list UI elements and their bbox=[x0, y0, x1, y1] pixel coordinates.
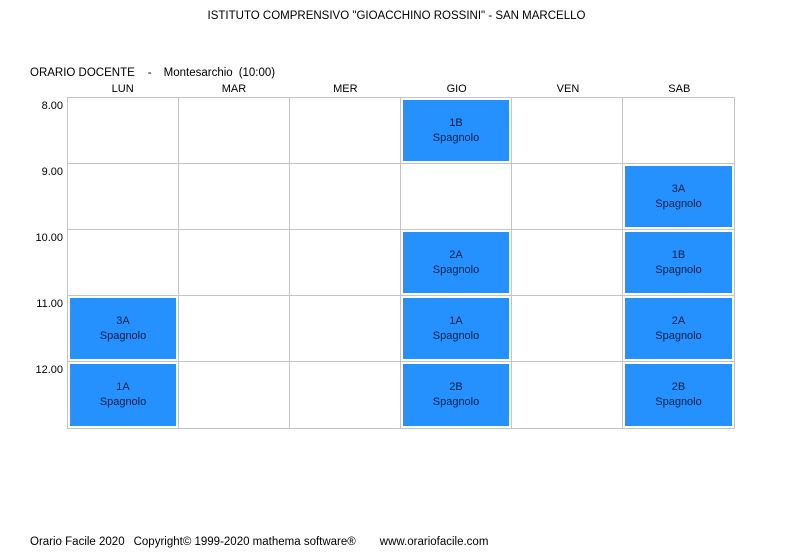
footer: Orario Facile 2020 Copyright© 1999-2020 m… bbox=[30, 536, 488, 549]
lesson-block-2a-sab[interactable]: 2A Spagnolo bbox=[625, 298, 732, 359]
lesson-class: 1B bbox=[671, 248, 686, 261]
time-label-1000: 10.00 bbox=[35, 232, 63, 244]
schedule-type-label: ORARIO DOCENTE bbox=[30, 67, 135, 79]
timetable-cell-sab-1000[interactable]: 1B Spagnolo bbox=[623, 230, 734, 296]
footer-copyright: Copyright© 1999-2020 mathema software® bbox=[133, 536, 356, 548]
timetable-cell-ven-1200[interactable] bbox=[512, 362, 623, 428]
lesson-subject: Spagnolo bbox=[432, 263, 480, 276]
lesson-block-2b-sab[interactable]: 2B Spagnolo bbox=[625, 364, 732, 426]
lesson-subject: Spagnolo bbox=[655, 197, 702, 210]
timetable-cell-ven-900[interactable] bbox=[512, 164, 623, 230]
lesson-class: 2B bbox=[449, 381, 463, 393]
timetable-cell-sab-800[interactable] bbox=[623, 98, 734, 164]
teacher-hours: (10:00) bbox=[238, 67, 276, 79]
timetable-grid: 1B Spagnolo 3A Spagnolo 2A Spagnolo 1B Spagnolo… bbox=[67, 97, 735, 429]
lesson-class: 1B bbox=[449, 116, 463, 129]
lesson-block-3a-lun[interactable]: 3A Spagnolo bbox=[70, 298, 176, 359]
timetable-cell-lun-800[interactable] bbox=[68, 98, 179, 164]
day-header-sab: SAB bbox=[668, 83, 691, 95]
lesson-subject: Spagnolo bbox=[655, 396, 702, 408]
timetable-cell-ven-800[interactable] bbox=[512, 98, 623, 164]
lesson-class: 1A bbox=[449, 314, 463, 327]
lesson-block-1a-lun[interactable]: 1A Spagnolo bbox=[70, 364, 176, 426]
timetable-cell-gio-800[interactable]: 1B Spagnolo bbox=[401, 98, 512, 164]
lesson-class: 2A bbox=[449, 248, 463, 261]
lesson-class: 3A bbox=[671, 182, 686, 195]
lesson-class: 2B bbox=[671, 381, 686, 393]
subtitle-separator: - bbox=[147, 67, 152, 79]
timetable-cell-mar-1100[interactable] bbox=[179, 296, 290, 362]
teacher-name: Montesarchio bbox=[163, 67, 233, 79]
timetable-cell-gio-1200[interactable]: 2B Spagnolo bbox=[401, 362, 512, 428]
day-header-mar: MAR bbox=[221, 83, 247, 95]
timetable-cell-mer-1200[interactable] bbox=[290, 362, 401, 428]
day-header-gio: GIO bbox=[446, 83, 467, 95]
lesson-class: 2A bbox=[671, 314, 686, 327]
lesson-subject: Spagnolo bbox=[432, 396, 480, 408]
time-label-800: 8.00 bbox=[41, 100, 63, 112]
lesson-block-2b-gio[interactable]: 2B Spagnolo bbox=[403, 364, 509, 426]
timetable-cell-sab-1100[interactable]: 2A Spagnolo bbox=[623, 296, 734, 362]
lesson-block-1b-sab[interactable]: 1B Spagnolo bbox=[625, 232, 732, 293]
lesson-subject: Spagnolo bbox=[99, 396, 147, 408]
timetable-cell-mer-900[interactable] bbox=[290, 164, 401, 230]
timetable-cell-sab-900[interactable]: 3A Spagnolo bbox=[623, 164, 734, 230]
timetable-cell-mar-900[interactable] bbox=[179, 164, 290, 230]
schedule-subtitle: ORARIO DOCENTE - Montesarchio (10:00) bbox=[30, 66, 275, 80]
lesson-subject: Spagnolo bbox=[655, 329, 702, 342]
timetable-cell-mar-1000[interactable] bbox=[179, 230, 290, 296]
footer-website: www.orariofacile.com bbox=[379, 536, 489, 548]
lesson-class: 3A bbox=[116, 314, 130, 327]
timetable-cell-gio-1100[interactable]: 1A Spagnolo bbox=[401, 296, 512, 362]
footer-app-name: Orario Facile 2020 bbox=[30, 536, 125, 548]
timetable-cell-mer-1000[interactable] bbox=[290, 230, 401, 296]
timetable-cell-mar-800[interactable] bbox=[179, 98, 290, 164]
time-label-1100: 11.00 bbox=[36, 298, 63, 310]
day-header-ven: VEN bbox=[556, 83, 580, 95]
timetable-cell-ven-1100[interactable] bbox=[512, 296, 623, 362]
page-title: ISTITUTO COMPRENSIVO "GIOACCHINO ROSSINI… bbox=[207, 10, 586, 22]
day-header-lun: LUN bbox=[111, 83, 134, 95]
lesson-subject: Spagnolo bbox=[655, 263, 702, 276]
lesson-subject: Spagnolo bbox=[99, 329, 147, 342]
timetable-cell-lun-1100[interactable]: 3A Spagnolo bbox=[68, 296, 179, 362]
lesson-subject: Spagnolo bbox=[432, 131, 480, 144]
lesson-class: 1A bbox=[116, 381, 130, 393]
timetable-cell-mer-800[interactable] bbox=[290, 98, 401, 164]
timetable-cell-lun-900[interactable] bbox=[68, 164, 179, 230]
timetable-cell-lun-1000[interactable] bbox=[68, 230, 179, 296]
timetable-cell-gio-900[interactable] bbox=[401, 164, 512, 230]
timetable-cell-gio-1000[interactable]: 2A Spagnolo bbox=[401, 230, 512, 296]
day-header-mer: MER bbox=[333, 83, 358, 95]
timetable-cell-sab-1200[interactable]: 2B Spagnolo bbox=[623, 362, 734, 428]
timetable-cell-ven-1000[interactable] bbox=[512, 230, 623, 296]
lesson-block-1a-gio[interactable]: 1A Spagnolo bbox=[403, 298, 509, 359]
timetable-cell-mar-1200[interactable] bbox=[179, 362, 290, 428]
lesson-block-1b-gio[interactable]: 1B Spagnolo bbox=[403, 100, 509, 161]
time-label-900: 9.00 bbox=[41, 166, 63, 178]
timetable-cell-mer-1100[interactable] bbox=[290, 296, 401, 362]
lesson-block-3a-sab[interactable]: 3A Spagnolo bbox=[625, 166, 732, 227]
timetable-cell-lun-1200[interactable]: 1A Spagnolo bbox=[68, 362, 179, 428]
time-label-1200: 12.00 bbox=[35, 364, 63, 376]
lesson-subject: Spagnolo bbox=[432, 329, 480, 342]
lesson-block-2a-gio[interactable]: 2A Spagnolo bbox=[403, 232, 509, 293]
